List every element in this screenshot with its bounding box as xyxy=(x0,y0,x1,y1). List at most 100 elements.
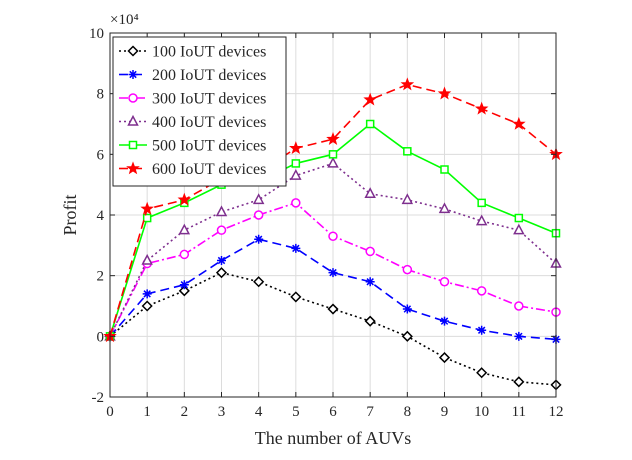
data-point-marker xyxy=(438,352,451,364)
data-point-marker xyxy=(327,303,339,315)
data-point-marker xyxy=(474,101,489,115)
data-point-marker xyxy=(401,193,414,205)
x-tick-label: 8 xyxy=(404,404,412,420)
data-point-marker xyxy=(253,276,265,288)
data-point-marker xyxy=(179,280,189,290)
y-tick-label: 6 xyxy=(97,147,105,163)
data-point-marker xyxy=(438,202,451,214)
data-point-marker xyxy=(364,315,376,327)
data-point-marker xyxy=(477,198,486,208)
data-point-marker xyxy=(178,223,191,235)
data-point-marker xyxy=(365,246,375,257)
legend-label: 100 IoUT devices xyxy=(152,44,266,61)
data-point-marker xyxy=(328,268,338,278)
legend-marker xyxy=(127,45,139,57)
data-point-marker xyxy=(289,141,303,155)
legend-label: 500 IoUT devices xyxy=(152,138,266,155)
legend-marker xyxy=(128,140,138,150)
data-point-marker xyxy=(140,201,154,215)
x-tick-label: 10 xyxy=(474,404,489,420)
x-tick-label: 9 xyxy=(441,404,449,420)
data-point-marker xyxy=(514,213,524,223)
data-point-marker xyxy=(217,256,226,265)
x-tick-label: 0 xyxy=(106,404,114,420)
x-tick-label: 6 xyxy=(329,404,337,420)
data-point-marker xyxy=(326,132,340,145)
data-point-marker xyxy=(513,376,525,388)
data-point-marker xyxy=(440,316,449,326)
data-point-marker xyxy=(327,156,339,168)
data-point-marker xyxy=(142,213,152,223)
legend-label: 300 IoUT devices xyxy=(152,91,266,108)
legend-marker xyxy=(126,161,140,175)
data-point-marker xyxy=(291,198,301,208)
legend: 100 IoUT devices 200 IoUT devices 300 IoUT… xyxy=(112,36,287,187)
series-1 xyxy=(104,267,562,391)
y-axis-label: Profit xyxy=(60,194,80,235)
data-point-marker xyxy=(401,330,413,342)
x-tick-label: 11 xyxy=(512,404,526,420)
x-tick-label: 4 xyxy=(255,404,263,420)
data-point-marker xyxy=(402,304,412,314)
y-tick-label: 4 xyxy=(97,208,105,224)
data-point-marker xyxy=(215,205,228,217)
data-point-marker xyxy=(439,276,450,287)
data-point-marker xyxy=(178,285,190,297)
y-tick-label: 0 xyxy=(97,329,105,345)
y-tick-label: 2 xyxy=(97,269,105,285)
data-point-marker xyxy=(328,150,338,159)
legend-label: 400 IoUT devices xyxy=(152,114,266,131)
data-point-marker xyxy=(440,165,449,174)
y-tick-label: 8 xyxy=(97,87,105,103)
data-point-marker xyxy=(477,325,487,335)
data-point-marker xyxy=(141,300,153,312)
data-point-marker xyxy=(363,92,377,106)
y-tick-label: -2 xyxy=(92,390,105,406)
legend-label: 200 IoUT devices xyxy=(152,67,266,84)
data-point-marker xyxy=(402,264,413,275)
data-point-marker xyxy=(216,225,227,235)
y-axis-exponent: ×10⁴ xyxy=(110,12,139,28)
y-tick-label: 10 xyxy=(89,26,104,42)
data-point-marker xyxy=(514,301,524,311)
data-point-marker xyxy=(513,223,525,235)
data-point-marker xyxy=(141,253,153,265)
x-tick-label: 3 xyxy=(218,404,226,420)
data-point-marker xyxy=(476,286,487,296)
data-point-marker xyxy=(253,210,264,220)
x-tick-label: 12 xyxy=(549,404,564,420)
data-point-marker xyxy=(215,267,228,279)
legend-marker xyxy=(128,70,138,79)
data-point-marker xyxy=(254,234,264,244)
data-point-marker xyxy=(328,231,338,241)
legend-label: 600 IoUT devices xyxy=(152,161,266,178)
data-point-marker xyxy=(365,119,375,129)
x-tick-label: 1 xyxy=(143,404,151,420)
data-point-marker xyxy=(403,147,412,156)
data-point-marker xyxy=(437,86,452,100)
legend-marker xyxy=(128,93,138,103)
data-point-marker xyxy=(291,243,301,253)
x-axis-label: The number of AUVs xyxy=(255,428,411,448)
x-tick-label: 5 xyxy=(292,404,300,420)
data-point-marker xyxy=(476,367,488,379)
data-point-marker xyxy=(400,77,415,91)
data-point-marker xyxy=(514,331,524,341)
data-point-marker xyxy=(179,249,190,260)
x-tick-label: 7 xyxy=(366,404,374,420)
data-point-marker xyxy=(475,214,488,226)
data-point-marker xyxy=(290,291,302,303)
data-point-marker xyxy=(365,277,375,287)
data-point-marker xyxy=(177,192,192,206)
legend-marker xyxy=(127,114,139,126)
data-point-marker xyxy=(291,159,301,168)
x-tick-label: 2 xyxy=(181,404,189,420)
data-point-marker xyxy=(512,116,526,130)
data-point-marker xyxy=(142,289,152,299)
legend-box xyxy=(112,36,287,187)
data-point-marker xyxy=(290,168,302,180)
data-point-marker xyxy=(252,193,265,205)
series-6 xyxy=(103,77,563,343)
